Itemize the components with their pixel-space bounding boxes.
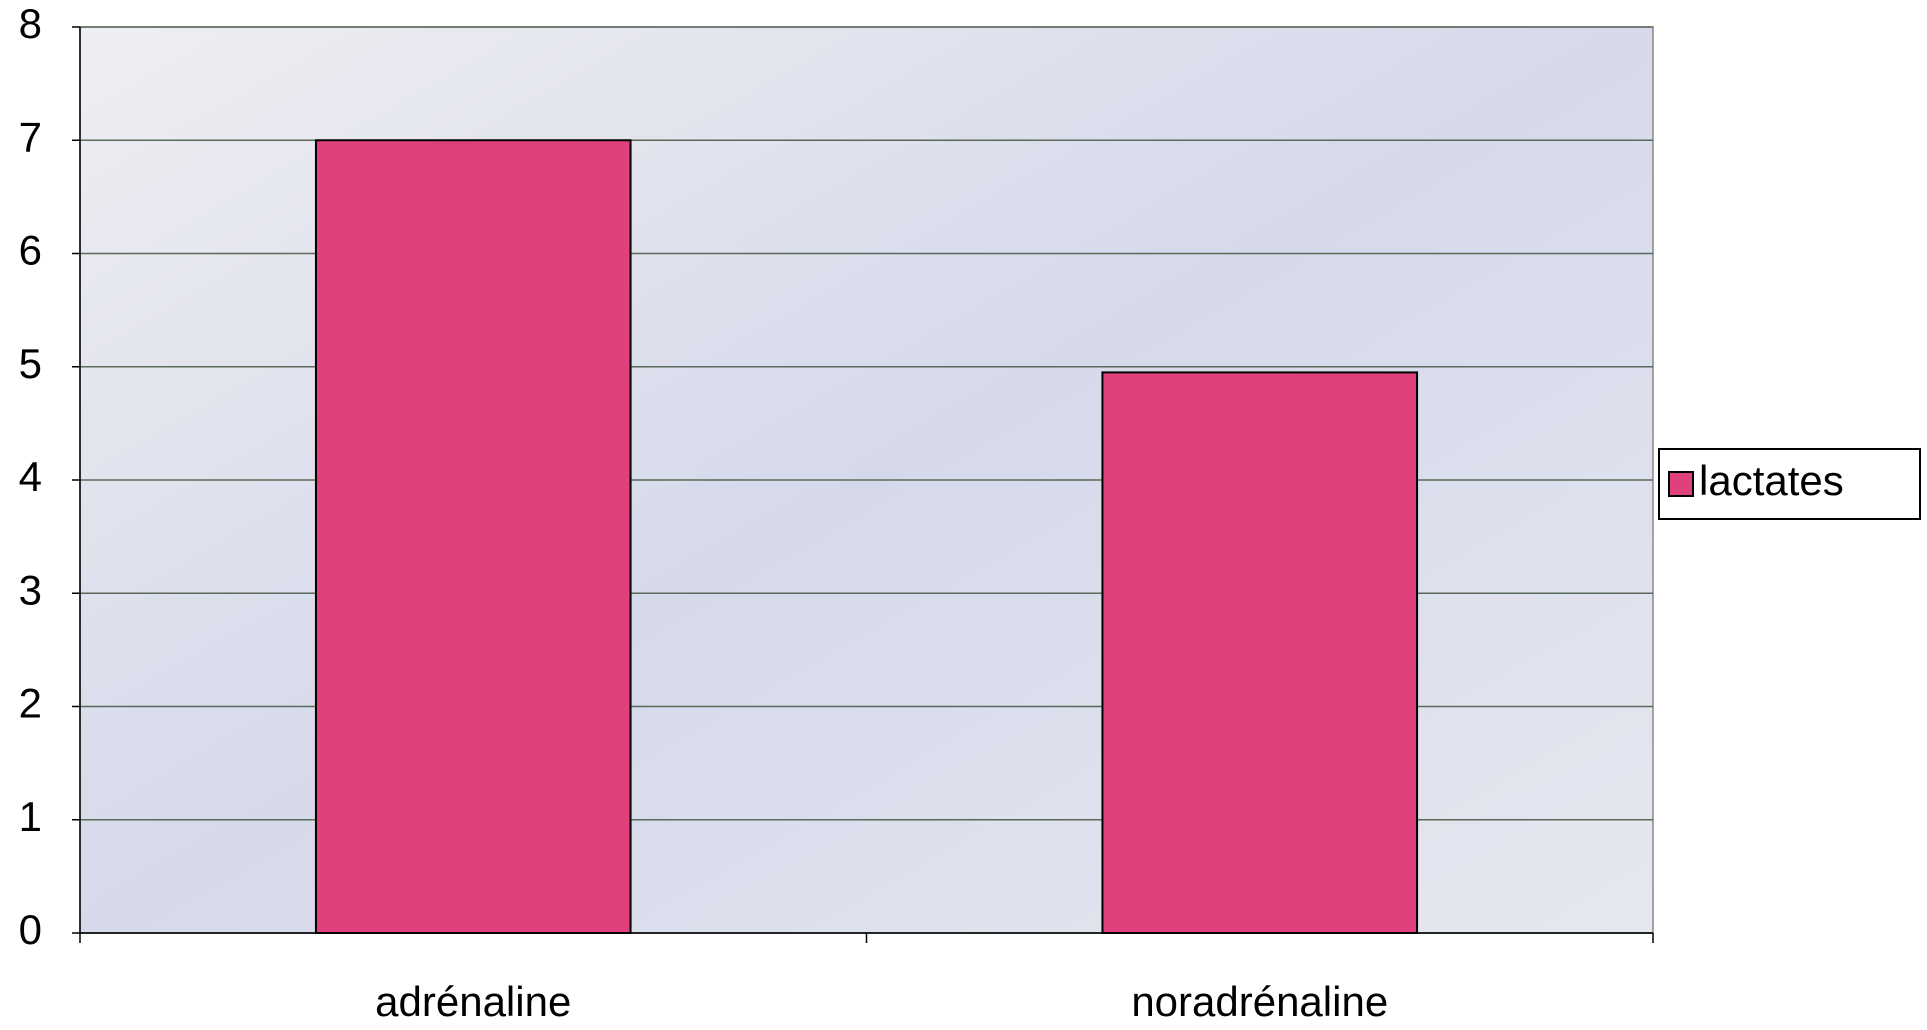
y-tick-label: 5	[19, 340, 42, 387]
x-tick-label: adrénaline	[375, 978, 571, 1025]
y-tick-label: 1	[19, 793, 42, 840]
y-tick-label: 2	[19, 680, 42, 727]
y-tick-label: 3	[19, 566, 42, 613]
legend-label: lactates	[1699, 457, 1844, 504]
y-tick-label: 7	[19, 113, 42, 160]
legend-box	[1658, 448, 1921, 520]
y-tick-label: 6	[19, 227, 42, 274]
y-tick-label: 0	[19, 906, 42, 953]
bar	[314, 139, 632, 934]
y-tick-label: 8	[19, 0, 42, 47]
legend-marker	[1668, 471, 1694, 497]
bar	[1101, 371, 1419, 935]
y-tick-label: 4	[19, 453, 42, 500]
x-tick-label: noradrénaline	[1131, 978, 1388, 1025]
